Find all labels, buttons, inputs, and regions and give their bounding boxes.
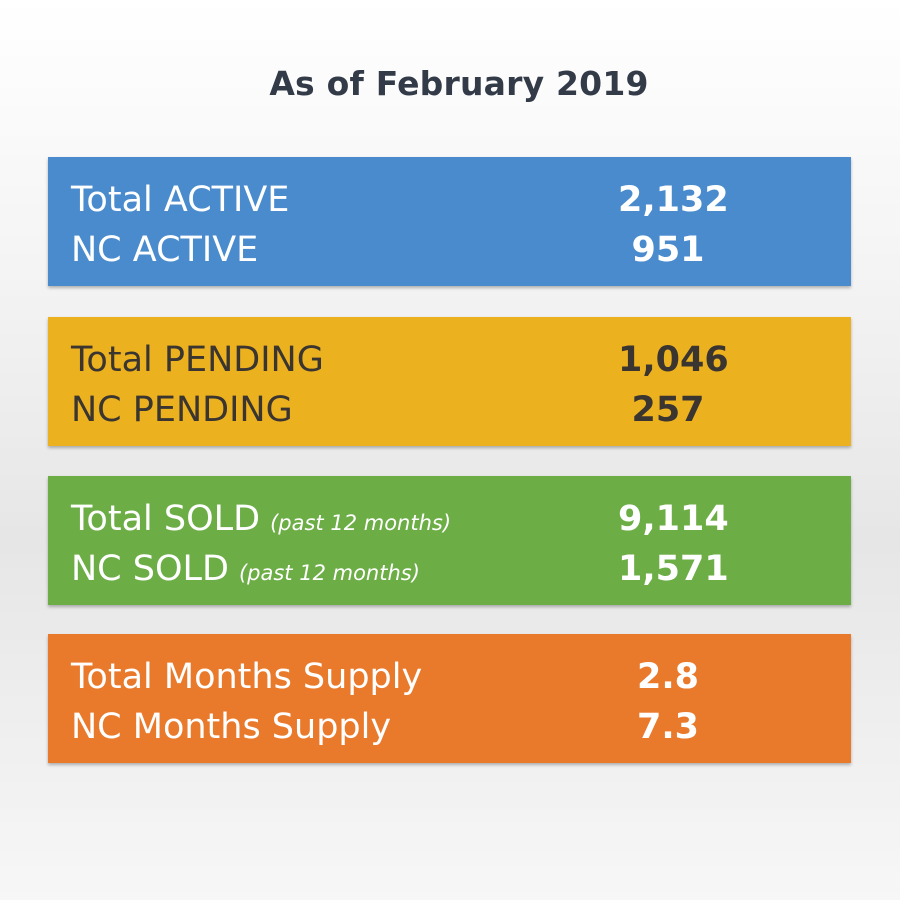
page-title: As of February 2019 [269, 64, 649, 103]
nc-pending-value: 257 [631, 390, 705, 430]
total-sold-label-group: Total SOLD (past 12 months) [71, 496, 451, 546]
total-pending-label: Total PENDING [71, 340, 324, 380]
pending-panel: Total PENDING 1,046 NC PENDING 257 [48, 317, 851, 446]
total-sold-note: (past 12 months) [270, 511, 452, 535]
nc-active-value: 951 [631, 230, 705, 270]
total-pending-row: Total PENDING 1,046 [48, 337, 851, 383]
nc-active-label: NC ACTIVE [71, 230, 259, 270]
nc-supply-label: NC Months Supply [71, 707, 392, 747]
sold-panel: Total SOLD (past 12 months) 9,114 NC SOLD… [48, 476, 851, 605]
total-supply-row: Total Months Supply 2.8 [48, 654, 851, 700]
nc-sold-value: 1,571 [618, 549, 729, 589]
total-active-value: 2,132 [618, 180, 729, 220]
nc-sold-note: (past 12 months) [238, 561, 420, 585]
total-sold-label: Total SOLD [71, 499, 261, 539]
nc-sold-label-group: NC SOLD (past 12 months) [71, 546, 420, 596]
nc-pending-row: NC PENDING 257 [48, 387, 851, 433]
nc-sold-row: NC SOLD (past 12 months) 1,571 [48, 546, 851, 592]
nc-supply-row: NC Months Supply 7.3 [48, 704, 851, 750]
nc-sold-label: NC SOLD [71, 549, 229, 589]
nc-pending-label: NC PENDING [71, 390, 293, 430]
total-pending-value: 1,046 [618, 340, 729, 380]
supply-panel: Total Months Supply 2.8 NC Months Supply… [48, 634, 851, 763]
total-active-row: Total ACTIVE 2,132 [48, 177, 851, 223]
total-active-label: Total ACTIVE [71, 180, 290, 220]
active-panel: Total ACTIVE 2,132 NC ACTIVE 951 [48, 157, 851, 286]
nc-active-row: NC ACTIVE 951 [48, 227, 851, 273]
nc-supply-value: 7.3 [636, 707, 699, 747]
total-supply-value: 2.8 [636, 657, 699, 697]
total-sold-row: Total SOLD (past 12 months) 9,114 [48, 496, 851, 542]
total-sold-value: 9,114 [618, 499, 729, 539]
total-supply-label: Total Months Supply [71, 657, 423, 697]
